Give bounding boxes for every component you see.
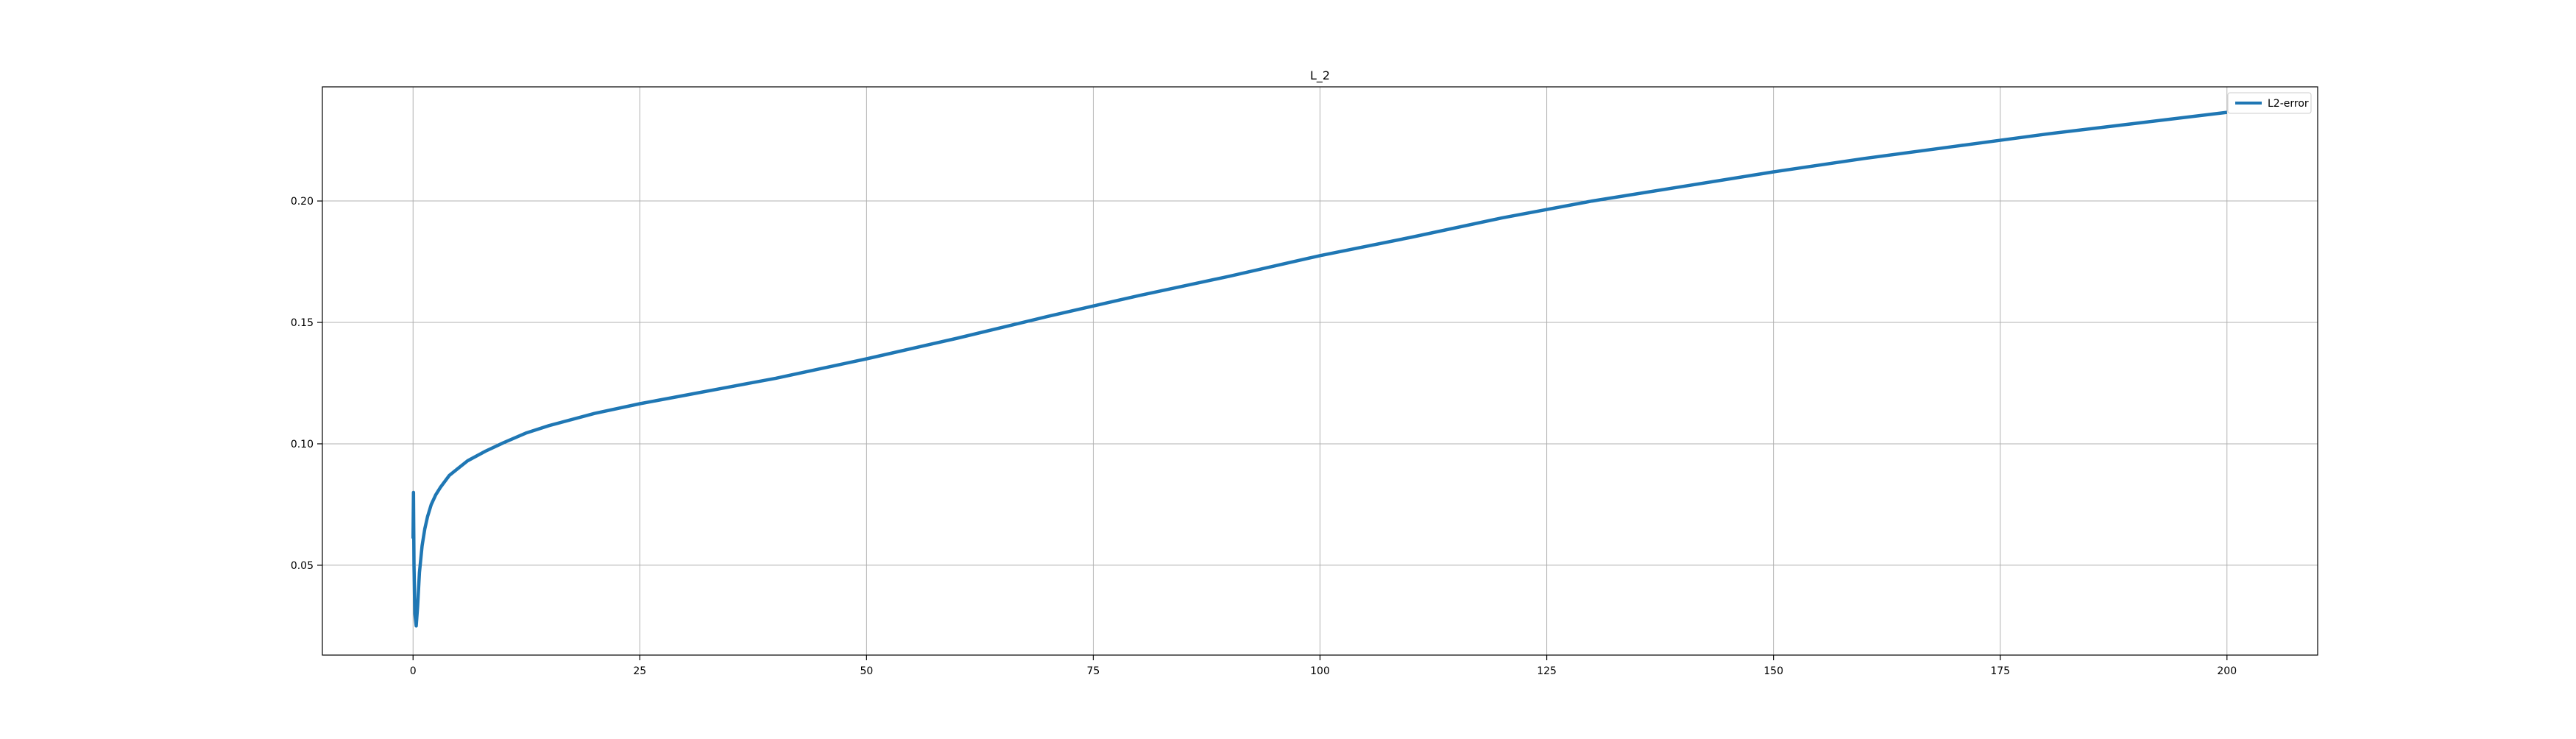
y-tick-label: 0.20 xyxy=(291,196,314,208)
x-tick-label: 50 xyxy=(860,665,873,677)
x-tick-label: 75 xyxy=(1087,665,1100,677)
grid-lines xyxy=(322,87,2318,655)
x-tick-label: 0 xyxy=(410,665,417,677)
legend-box xyxy=(2227,92,2312,114)
legend: L2-error xyxy=(2227,92,2312,114)
legend-label-l2-error: L2-error xyxy=(2268,98,2309,110)
x-tick-label: 100 xyxy=(1310,665,1330,677)
x-tick-label: 175 xyxy=(1990,665,2010,677)
x-tick-label: 125 xyxy=(1537,665,1557,677)
x-tick-label: 150 xyxy=(1763,665,1783,677)
x-tick-label: 25 xyxy=(633,665,646,677)
y-tick-label: 0.05 xyxy=(291,560,314,572)
y-axis: 0.05 0.10 0.15 0.20 xyxy=(291,196,322,572)
x-axis: 0 25 50 75 100 125 150 175 200 xyxy=(410,655,2237,677)
series-line-l2-error xyxy=(411,110,2228,628)
y-tick-label: 0.10 xyxy=(291,439,314,450)
y-tick-label: 0.15 xyxy=(291,317,314,329)
series-layer xyxy=(411,110,2228,628)
x-tick-label: 200 xyxy=(2217,665,2237,677)
chart-title: L_2 xyxy=(1310,68,1330,83)
